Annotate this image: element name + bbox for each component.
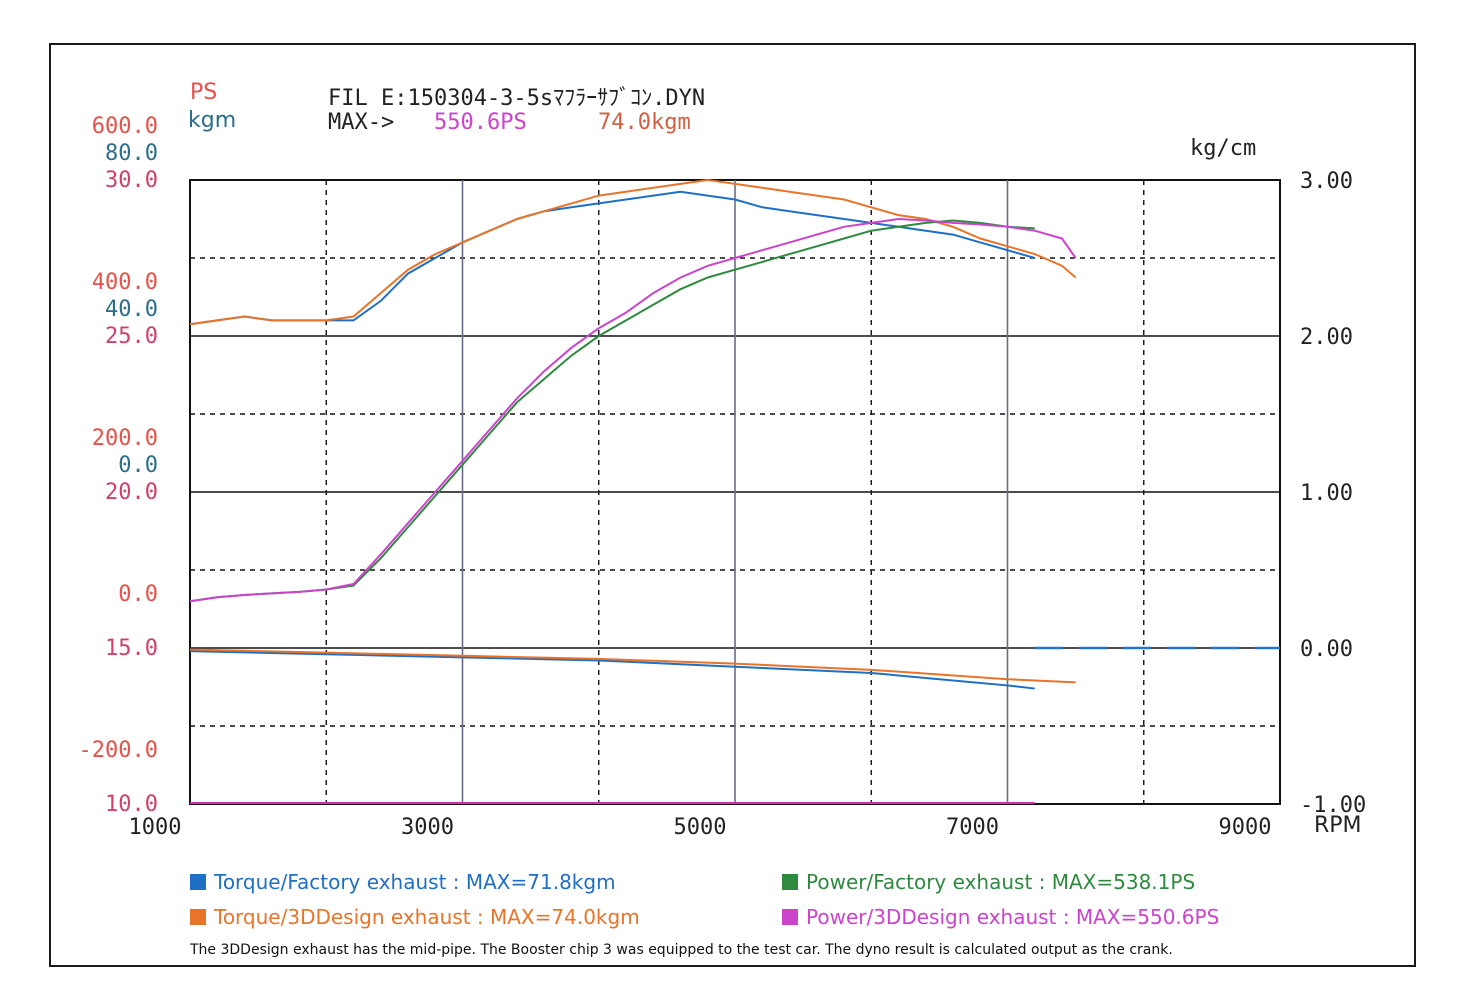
right-tick-label: -1.00 [1300, 793, 1366, 818]
legend-power-factory: Power/Factory exhaust : MAX=538.1PS [782, 870, 1195, 894]
ps-tick-label: 200.0 [92, 426, 158, 451]
ps-tick-label: 400.0 [92, 270, 158, 295]
legend-label: Torque/3DDesign exhaust : MAX=74.0kgm [214, 905, 640, 929]
third-tick-label: 25.0 [105, 324, 158, 349]
x-tick-label: 1000 [129, 815, 182, 840]
third-tick-label: 30.0 [105, 168, 158, 193]
legend-swatch [190, 909, 206, 925]
legend-label: Torque/Factory exhaust : MAX=71.8kgm [214, 870, 616, 894]
third-tick-label: 15.0 [105, 636, 158, 661]
legend-torque-factory: Torque/Factory exhaust : MAX=71.8kgm [190, 870, 616, 894]
right-axis-unit: kg/cm [1190, 136, 1257, 161]
max-kgm-value: 74.0kgm [598, 110, 691, 135]
kgm-tick-label: 40.0 [105, 297, 158, 322]
third-tick-label: 20.0 [105, 480, 158, 505]
legend-swatch [782, 874, 798, 890]
kgm-tick-label: 80.0 [105, 141, 158, 166]
x-tick-label: 7000 [946, 815, 999, 840]
legend-power-3d: Power/3DDesign exhaust : MAX=550.6PS [782, 905, 1219, 929]
legend-torque-3d: Torque/3DDesign exhaust : MAX=74.0kgm [190, 905, 640, 929]
series-line [189, 217, 1077, 603]
legend-label: Power/Factory exhaust : MAX=538.1PS [806, 870, 1196, 894]
right-tick-label: 1.00 [1300, 481, 1353, 506]
kgm-tick-label: 0.0 [118, 453, 158, 478]
kgm-axis-label: kgm [188, 108, 237, 133]
legend-swatch [190, 874, 206, 890]
right-tick-label: 2.00 [1300, 325, 1353, 350]
third-tick-label: 10.0 [105, 792, 158, 817]
right-tick-label: 0.00 [1300, 637, 1353, 662]
ps-tick-label: 600.0 [92, 114, 158, 139]
file-name: FIL E:150304-3-5sﾏﾌﾗｰｻﾌﾞｺﾝ.DYN [328, 86, 706, 111]
max-prefix: MAX-> [328, 110, 395, 135]
series-line [189, 650, 1035, 690]
footnote: The 3DDesign exhaust has the mid-pipe. T… [190, 942, 1173, 958]
x-tick-label: 5000 [674, 815, 727, 840]
chart-frame [49, 43, 1416, 967]
ps-axis-label: PS [190, 80, 218, 105]
ps-tick-label: 0.0 [118, 582, 158, 607]
series-line [189, 648, 1076, 684]
rpm-label: RPM [1314, 813, 1362, 838]
series-line [189, 219, 1035, 603]
ps-tick-label: -200.0 [79, 738, 158, 763]
x-tick-label: 3000 [401, 815, 454, 840]
legend-swatch [782, 909, 798, 925]
max-ps-value: 550.6PS [434, 110, 527, 135]
x-tick-label: 9000 [1219, 815, 1272, 840]
series-line [189, 178, 1077, 326]
legend-label: Power/3DDesign exhaust : MAX=550.6PS [806, 905, 1220, 929]
right-tick-label: 3.00 [1300, 169, 1353, 194]
